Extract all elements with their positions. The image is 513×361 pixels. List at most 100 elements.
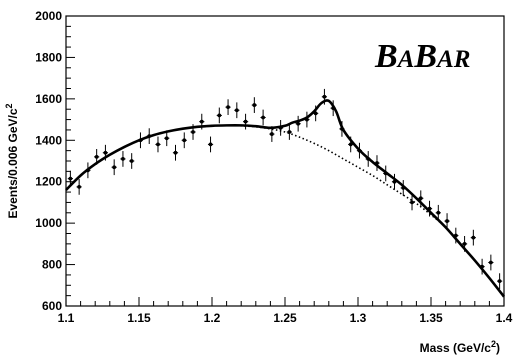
data-marker	[191, 130, 195, 134]
data-point	[286, 124, 292, 140]
data-point	[330, 100, 336, 117]
data-point	[321, 88, 328, 105]
data-marker	[68, 176, 73, 181]
y-tick-label: 1800	[35, 50, 62, 64]
x-axis-ticks: 1.1 1.15 1.2 1.25 1.3 1.35 1.4	[58, 297, 513, 325]
data-marker	[375, 161, 379, 165]
data-marker	[217, 113, 222, 118]
data-marker	[357, 148, 362, 153]
data-point	[426, 200, 433, 217]
data-point	[339, 121, 345, 137]
data-point	[435, 204, 441, 221]
x-tick-label: 1.25	[273, 311, 297, 325]
data-marker	[226, 105, 230, 110]
data-point	[190, 124, 196, 140]
data-point	[216, 107, 222, 124]
x-tick-label: 1.2	[204, 311, 221, 325]
data-point	[146, 128, 152, 145]
data-marker	[287, 130, 292, 134]
x-axis-title-tail: )	[496, 341, 500, 355]
data-point	[155, 136, 161, 153]
y-tick-label: 800	[42, 258, 62, 272]
data-point	[479, 258, 485, 275]
data-marker	[208, 142, 213, 147]
data-point	[444, 213, 450, 229]
data-point	[76, 179, 82, 195]
data-marker	[77, 184, 82, 189]
x-tick-label: 1.15	[127, 311, 151, 325]
data-point	[172, 144, 179, 161]
data-marker	[488, 260, 493, 265]
y-tick-label: 1400	[35, 133, 62, 147]
data-point	[269, 126, 275, 142]
data-point	[67, 170, 73, 187]
data-marker	[243, 119, 248, 124]
data-point	[470, 229, 476, 246]
data-marker	[418, 196, 423, 201]
y-tick-label: 1200	[35, 175, 62, 189]
data-marker	[340, 126, 344, 131]
data-point	[164, 130, 170, 147]
data-marker	[182, 138, 187, 143]
data-point	[94, 148, 100, 165]
total-fit-curve	[65, 99, 506, 298]
data-marker	[480, 264, 484, 269]
data-point	[242, 113, 249, 130]
data-point	[295, 115, 301, 132]
data-marker	[445, 219, 449, 223]
data-point	[207, 136, 214, 153]
data-marker	[462, 241, 467, 246]
data-marker	[261, 115, 265, 120]
x-axis-title: Mass (GeV/c2)	[420, 339, 500, 355]
data-marker	[94, 154, 99, 159]
data-point	[348, 136, 354, 153]
data-point	[234, 102, 240, 119]
y-axis-title-sup: 2	[4, 103, 14, 108]
data-point	[304, 111, 310, 128]
data-marker	[147, 134, 152, 139]
data-point	[453, 227, 459, 244]
logo-letter: A	[396, 46, 415, 73]
data-point	[225, 99, 231, 116]
data-point	[313, 105, 319, 122]
data-point	[365, 151, 371, 167]
x-tick-label: 1.3	[350, 311, 367, 325]
data-point	[129, 153, 135, 169]
data-marker	[164, 136, 169, 141]
babar-logo: BABAR	[374, 38, 470, 75]
data-marker	[199, 119, 204, 124]
data-marker	[427, 206, 432, 211]
data-point	[400, 180, 406, 196]
y-tick-label: 2000	[35, 9, 62, 23]
data-marker	[471, 235, 476, 240]
data-marker	[86, 168, 90, 173]
data-marker	[269, 132, 274, 136]
data-marker	[322, 94, 327, 99]
data-point	[356, 142, 363, 159]
data-marker	[392, 179, 397, 184]
data-point	[102, 144, 109, 161]
data-marker	[121, 157, 125, 161]
data-marker	[173, 150, 178, 155]
x-tick-label: 1.1	[58, 311, 75, 325]
data-marker	[366, 157, 371, 161]
logo-letter: A	[435, 46, 454, 73]
data-point	[120, 151, 126, 167]
data-point	[111, 159, 117, 176]
data-point	[383, 165, 389, 182]
y-axis-title: Events/0.006 GeV/c2	[4, 103, 20, 218]
data-marker	[401, 186, 406, 190]
x-tick-label: 1.35	[419, 311, 443, 325]
data-marker	[138, 138, 143, 143]
data-marker	[383, 171, 388, 176]
y-axis-title-main: Events/0.006 GeV/c	[6, 108, 20, 218]
data-marker	[497, 279, 502, 284]
y-tick-label: 1600	[35, 92, 62, 106]
data-point	[85, 162, 91, 179]
data-point	[251, 97, 257, 113]
x-axis-title-sup: 2	[491, 339, 496, 349]
data-marker	[453, 233, 458, 238]
data-marker	[278, 125, 283, 130]
